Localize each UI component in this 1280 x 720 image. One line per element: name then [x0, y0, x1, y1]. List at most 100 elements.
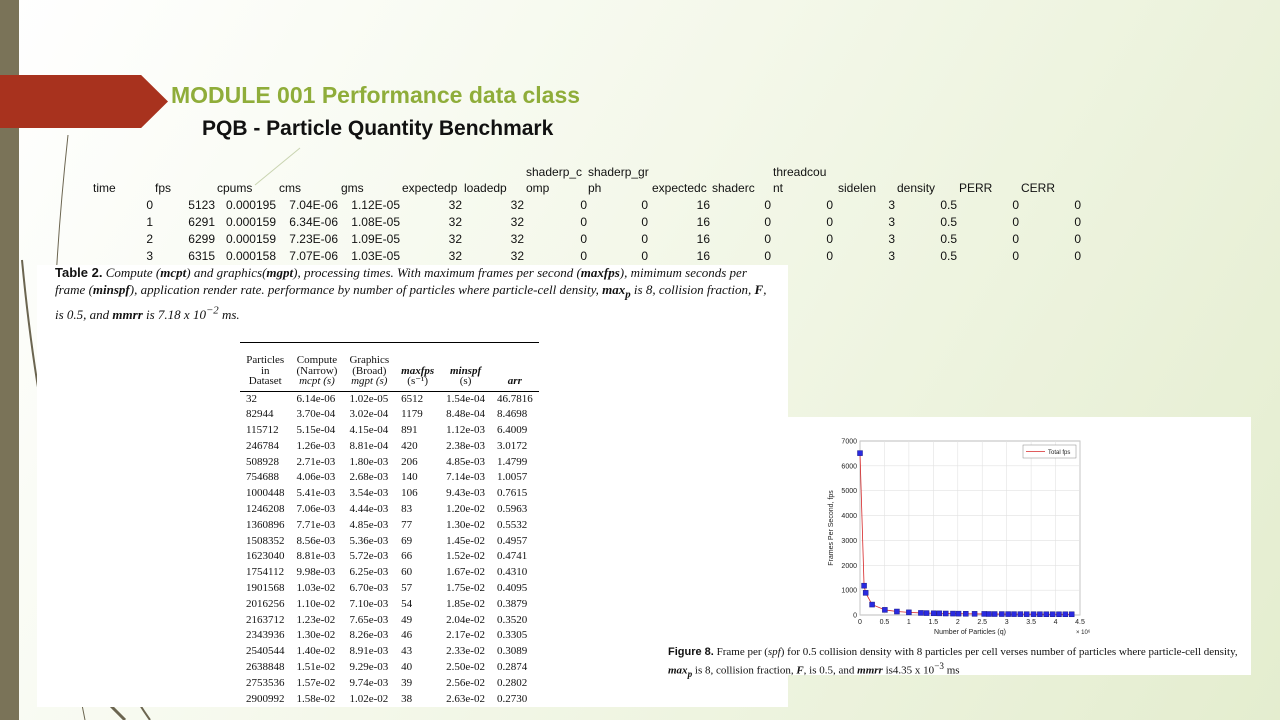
- grid-cell: 6291: [188, 215, 215, 229]
- table-cell: 9.98e-03: [296, 566, 336, 579]
- table-cell: 2.63e-02: [446, 692, 485, 705]
- table-cell: 4.06e-03: [296, 471, 336, 484]
- grid-cell: 0: [826, 232, 833, 246]
- data-point: [869, 601, 875, 608]
- table-cell: 9.43e-03: [446, 487, 485, 500]
- table-cell: 115712: [246, 424, 279, 437]
- data-point: [918, 610, 924, 616]
- x-tick-label: 4.5: [1075, 619, 1085, 626]
- figure-caption: Figure 8. Frame per (spf) for 0.5 collis…: [668, 646, 1238, 679]
- data-point: [963, 611, 969, 617]
- table-row: 1623040 8.81e-03 5.72e-03 66 1.52e-02 0.4741: [240, 549, 539, 565]
- table-cell: 8.91e-03: [349, 645, 389, 658]
- grid-cell: 7.23E-06: [289, 232, 338, 246]
- table-row: 32 6.14e-06 1.02e-05 6512 1.54e-04 46.7816: [240, 391, 539, 407]
- y-tick-label: 0: [853, 613, 857, 620]
- grid-cell: 0: [1074, 249, 1081, 263]
- grid-cell: 6299: [188, 232, 215, 246]
- table-cell: 1.23e-02: [296, 613, 336, 626]
- data-point: [971, 611, 978, 617]
- data-point: [923, 610, 930, 616]
- table-cell: 8.81e-04: [349, 439, 389, 452]
- grid-cell: 6.34E-06: [289, 215, 338, 229]
- table-row: 246784 1.26e-03 8.81e-04 420 2.38e-03 3.0172: [240, 439, 539, 455]
- y-tick-label: 3000: [841, 538, 857, 545]
- legend-box: [1022, 444, 1077, 459]
- x-tick-label: 0: [858, 619, 862, 626]
- table-cell: 1179: [401, 408, 423, 421]
- grid-cell: 3: [888, 232, 895, 246]
- table-cell: 1.75e-02: [446, 582, 485, 595]
- table-row: 1901568 1.03e-02 6.70e-03 57 1.75e-02 0.4095: [240, 581, 539, 597]
- table-cell: 1901568: [246, 582, 285, 595]
- table-cell: 2.68e-03: [349, 471, 389, 484]
- grid-cell: 16: [696, 249, 710, 263]
- table-cell: 39: [401, 676, 413, 689]
- table-row: 2343936 1.30e-02 8.26e-03 46 2.17e-02 0.3305: [240, 628, 539, 644]
- grid-cell: 0.5: [940, 198, 957, 212]
- grid-cell: 7.07E-06: [289, 249, 338, 263]
- table-cell: 1.4799: [496, 455, 528, 468]
- grid-cell: 32: [448, 232, 462, 246]
- table-cell: 1.67e-02: [446, 566, 485, 579]
- data-point: [1056, 611, 1062, 618]
- data-point: [955, 610, 962, 617]
- grid-header-top: threadcou: [773, 165, 827, 179]
- table-row: 2900992 1.58e-02 1.02e-02 38 2.63e-02 0.2730: [240, 692, 539, 708]
- y-tick-label: 2000: [841, 563, 857, 570]
- x-multiplier-label: × 10⁶: [1076, 629, 1091, 636]
- grid-cell: 0: [826, 249, 833, 263]
- grid-cell: 0: [1074, 198, 1081, 212]
- table-column-header: Particles in Dataset: [246, 354, 285, 387]
- table-caption: Table 2. Compute (mcpt) and graphics(mgp…: [55, 265, 767, 322]
- table-row: 2638848 1.51e-02 9.29e-03 40 2.50e-02 0.2874: [240, 660, 539, 676]
- grid-cell: 32: [448, 198, 462, 212]
- table-cell: 246784: [246, 439, 279, 452]
- table-cell: 6512: [401, 392, 424, 405]
- table-row: 1508352 8.56e-03 5.36e-03 69 1.45e-02 0.4957: [240, 534, 539, 550]
- table-cell: 4.85e-03: [349, 518, 389, 531]
- data-point: [1043, 611, 1050, 617]
- table-cell: 49: [401, 613, 413, 626]
- table-cell: 508928: [246, 455, 279, 468]
- table-cell: 0.3305: [496, 629, 528, 642]
- table-cell: 1754112: [246, 566, 285, 579]
- grid-cell: 0.000158: [225, 249, 276, 263]
- table-cell: 5.15e-04: [296, 424, 336, 437]
- grid-cell: 0: [641, 198, 648, 212]
- grid-header: gms: [341, 181, 364, 195]
- x-tick-label: 3: [1005, 619, 1009, 626]
- table-row: 754688 4.06e-03 2.68e-03 140 7.14e-03 1.0057: [240, 470, 539, 486]
- grid-cell: 0: [580, 215, 587, 229]
- x-axis-label: Number of Particles (q): [934, 629, 1006, 636]
- data-point: [1017, 611, 1024, 617]
- data-point: [1011, 611, 1017, 617]
- x-tick-label: 1.5: [928, 619, 938, 626]
- grid-cell: 0.000195: [225, 198, 276, 212]
- table-cell: 106: [401, 487, 418, 500]
- table-cell: 3.70e-04: [296, 408, 336, 421]
- y-axis-label: Frames Per Second, fps: [828, 490, 835, 566]
- table-cell: 0.2874: [496, 661, 528, 674]
- table-cell: 1.0057: [496, 471, 528, 484]
- grid-cell: 1.09E-05: [351, 232, 400, 246]
- grid-header: fps: [155, 181, 172, 195]
- table-cell: 1000448: [246, 487, 285, 500]
- y-tick-label: 5000: [841, 488, 857, 495]
- table-cell: 7.10e-03: [349, 597, 389, 610]
- grid-cell: 0: [641, 232, 648, 246]
- grid-cell: 1: [146, 215, 153, 229]
- table-cell: 0.7615: [496, 487, 528, 500]
- table-cell: 891: [401, 424, 418, 437]
- table-cell: 420: [401, 439, 418, 452]
- data-point: [1049, 611, 1056, 617]
- y-tick-label: 1000: [841, 588, 857, 595]
- grid-cell: 0: [580, 232, 587, 246]
- table-column-header: Compute (Narrow) mcpt (s): [296, 354, 338, 387]
- grid-cell: 5123: [188, 198, 215, 212]
- data-point: [981, 611, 987, 617]
- grid-cell: 7.04E-06: [289, 198, 338, 212]
- grid-cell: 2: [146, 232, 153, 246]
- grid-cell: 0.000159: [225, 232, 276, 246]
- table-cell: 0.2730: [496, 692, 528, 705]
